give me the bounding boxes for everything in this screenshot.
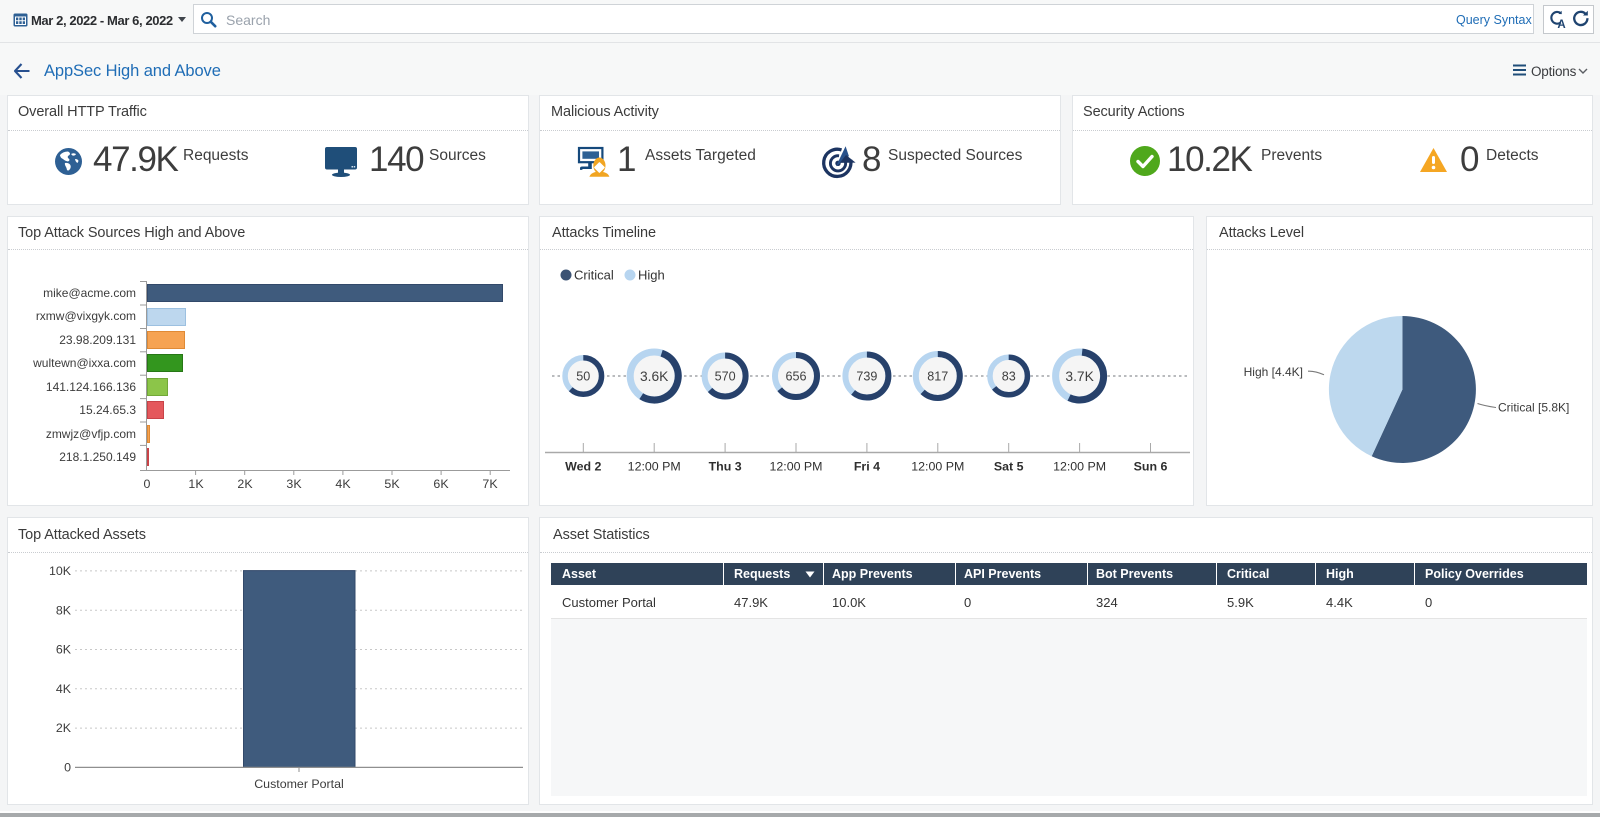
svg-text:Thu 3: Thu 3 <box>709 460 742 474</box>
svg-text:656: 656 <box>785 370 806 384</box>
svg-text:A: A <box>1557 19 1565 29</box>
svg-text:8K: 8K <box>56 603 72 617</box>
svg-text:High: High <box>638 268 665 283</box>
svg-text:High [4.4K]: High [4.4K] <box>1244 365 1303 379</box>
svg-text:3.7K: 3.7K <box>1065 369 1094 384</box>
svg-text:Fri 4: Fri 4 <box>854 460 880 474</box>
svg-text:Critical: Critical <box>574 268 614 283</box>
svg-text:12:00 PM: 12:00 PM <box>1053 460 1106 474</box>
svg-text:739: 739 <box>856 370 877 384</box>
svg-text:Critical [5.8K]: Critical [5.8K] <box>1498 401 1569 415</box>
svg-text:83: 83 <box>1002 370 1016 384</box>
svg-text:3.6K: 3.6K <box>640 369 669 384</box>
svg-text:6K: 6K <box>56 643 72 657</box>
svg-text:0: 0 <box>64 761 71 775</box>
svg-text:2K: 2K <box>56 721 72 735</box>
svg-text:12:00 PM: 12:00 PM <box>911 460 964 474</box>
svg-text:Sat 5: Sat 5 <box>994 460 1024 474</box>
svg-text:12:00 PM: 12:00 PM <box>769 460 822 474</box>
svg-text:50: 50 <box>576 370 590 384</box>
svg-text:Customer Portal: Customer Portal <box>254 777 344 791</box>
svg-text:4K: 4K <box>56 682 72 696</box>
svg-text:Wed 2: Wed 2 <box>565 460 601 474</box>
svg-text:Sun 6: Sun 6 <box>1134 460 1168 474</box>
svg-text:12:00 PM: 12:00 PM <box>628 460 681 474</box>
svg-text:570: 570 <box>715 370 736 384</box>
svg-text:10K: 10K <box>49 564 72 578</box>
svg-text:817: 817 <box>927 370 948 384</box>
